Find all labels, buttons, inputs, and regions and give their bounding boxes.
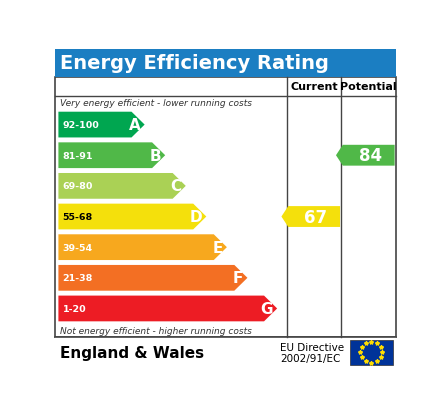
Text: 1-20: 1-20 <box>62 304 86 313</box>
Text: B: B <box>150 148 161 163</box>
Text: 21-38: 21-38 <box>62 274 93 282</box>
Polygon shape <box>59 265 247 291</box>
Polygon shape <box>59 235 227 261</box>
Text: 2002/91/EC: 2002/91/EC <box>280 354 341 363</box>
Text: 69-80: 69-80 <box>62 182 93 191</box>
Text: G: G <box>260 301 273 316</box>
Polygon shape <box>59 296 277 322</box>
Text: Energy Efficiency Rating: Energy Efficiency Rating <box>60 54 329 73</box>
Bar <box>55 78 396 337</box>
Polygon shape <box>59 112 145 138</box>
Text: 81-91: 81-91 <box>62 151 93 160</box>
Text: Not energy efficient - higher running costs: Not energy efficient - higher running co… <box>60 326 252 335</box>
Text: 67: 67 <box>304 208 327 226</box>
Text: A: A <box>129 118 140 133</box>
Text: EU Directive: EU Directive <box>280 342 344 352</box>
Text: 55-68: 55-68 <box>62 213 93 221</box>
Polygon shape <box>59 173 186 199</box>
Text: C: C <box>171 179 182 194</box>
Text: F: F <box>233 271 243 286</box>
Polygon shape <box>282 206 340 228</box>
Text: 92-100: 92-100 <box>62 121 99 130</box>
Text: Very energy efficient - lower running costs: Very energy efficient - lower running co… <box>60 99 252 108</box>
Text: D: D <box>190 209 202 225</box>
Text: Current: Current <box>290 82 338 92</box>
Text: E: E <box>213 240 223 255</box>
Text: Potential: Potential <box>341 82 397 92</box>
Bar <box>55 337 396 368</box>
Text: England & Wales: England & Wales <box>60 345 204 360</box>
Bar <box>55 50 396 78</box>
Bar <box>350 340 392 365</box>
Text: 39-54: 39-54 <box>62 243 93 252</box>
Text: 84: 84 <box>359 147 382 165</box>
Polygon shape <box>59 143 165 169</box>
Polygon shape <box>59 204 206 230</box>
Polygon shape <box>336 145 395 166</box>
